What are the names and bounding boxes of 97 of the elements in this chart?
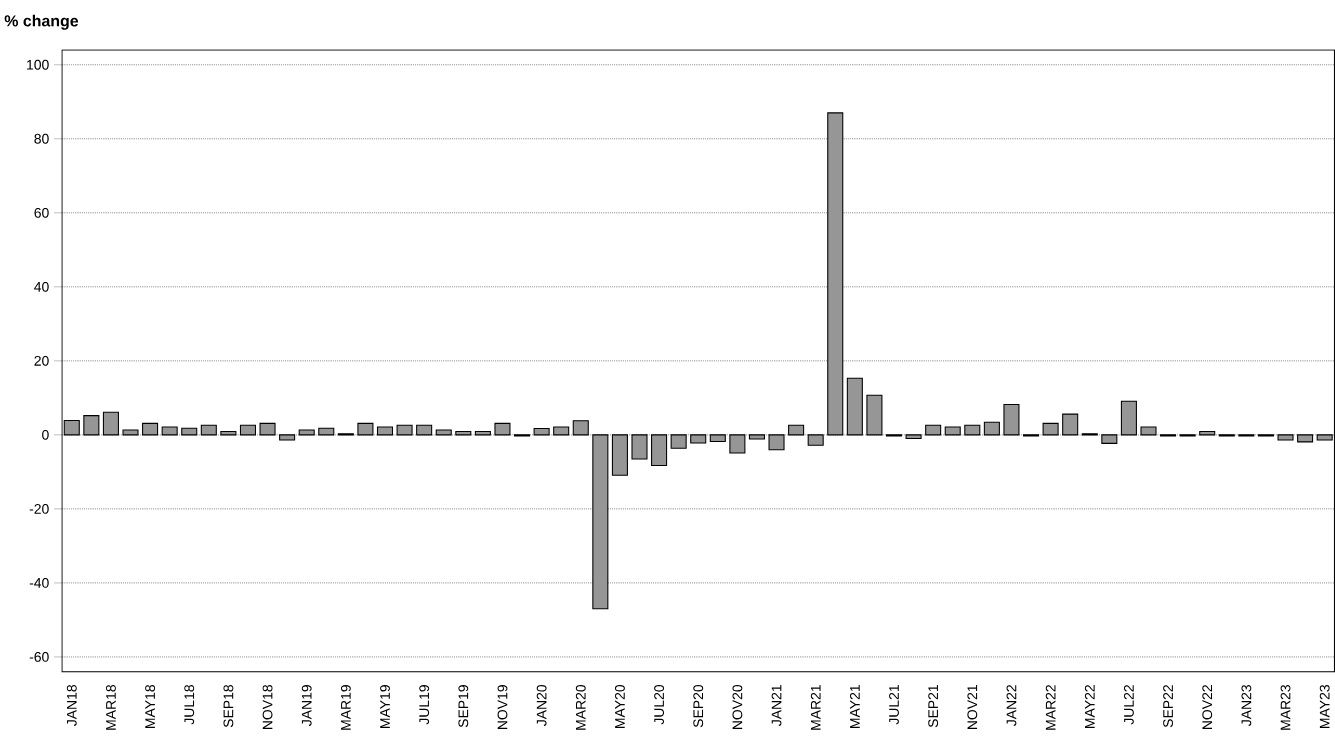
x-tick-label: NOV18 (262, 685, 273, 730)
x-tick-label: NOV22 (1202, 685, 1213, 730)
x-tick-label: JAN20 (536, 685, 547, 727)
bar (474, 431, 491, 436)
bar (533, 428, 550, 436)
bar (729, 434, 746, 454)
y-tick-label: 60 (34, 208, 49, 218)
x-tick-label: NOV21 (967, 685, 978, 730)
y-tick-label: 0 (42, 430, 49, 440)
x-tick-label: MAR23 (1280, 685, 1291, 730)
bar (220, 431, 237, 436)
x-tick-label: MAY19 (380, 685, 390, 729)
bar (631, 434, 648, 460)
bar (651, 434, 668, 467)
bar (944, 426, 961, 436)
y-tick-label: -60 (29, 652, 49, 663)
x-tick-label: JUL19 (419, 685, 430, 725)
bar (768, 434, 785, 451)
x-tick-label: JAN23 (1241, 685, 1252, 727)
bar (435, 429, 452, 436)
y-axis-title: % change (4, 14, 79, 30)
x-tick-label: JAN21 (771, 685, 782, 727)
bar (866, 394, 883, 436)
x-tick-label: NOV20 (732, 685, 743, 730)
bar (846, 377, 863, 436)
bar (1003, 404, 1020, 436)
x-tick-label: MAR20 (575, 685, 586, 730)
bar (925, 424, 942, 436)
bar (83, 415, 100, 436)
bar (592, 434, 609, 610)
x-tick-label: JUL18 (184, 685, 195, 725)
bar (357, 423, 374, 436)
x-tick-label: MAR19 (340, 685, 351, 730)
bar (709, 434, 726, 443)
x-tick-label: SEP18 (223, 685, 234, 728)
bar (142, 423, 159, 436)
x-tick-label: MAY18 (145, 685, 156, 729)
x-tick-label: SEP19 (458, 685, 469, 728)
bar (964, 424, 981, 436)
bar (1101, 434, 1118, 445)
bar (239, 424, 256, 436)
bar (670, 434, 687, 449)
x-tick-label: MAY20 (615, 685, 625, 729)
bar (416, 424, 433, 436)
bar (690, 434, 707, 444)
y-tick-label: 40 (34, 282, 49, 292)
bar (807, 434, 824, 446)
x-tick-label: MAR18 (106, 685, 116, 730)
bar (905, 434, 922, 440)
y-tick-label: -20 (29, 504, 49, 514)
bar (611, 434, 628, 476)
bar (200, 424, 217, 436)
bar (102, 411, 119, 436)
y-tick-label: 20 (34, 356, 49, 366)
bar (396, 424, 413, 436)
bar (1042, 423, 1059, 436)
x-tick-label: JUL22 (1123, 685, 1134, 725)
bar (376, 426, 394, 436)
bar (1297, 434, 1314, 443)
x-tick-label: NOV19 (497, 685, 508, 730)
bar (122, 429, 139, 436)
bar (181, 427, 198, 436)
x-tick-label: JAN19 (301, 685, 312, 727)
x-tick-label: MAY23 (1319, 685, 1330, 729)
x-tick-label: SEP22 (1163, 685, 1174, 728)
x-tick-label: JAN18 (66, 685, 77, 727)
x-tick-label: SEP20 (693, 685, 704, 728)
x-tick-label: MAY22 (1084, 685, 1095, 729)
bar (748, 434, 765, 440)
y-tick-label: -40 (29, 578, 49, 588)
bar (298, 429, 315, 436)
bar (827, 112, 844, 436)
bar (553, 426, 570, 436)
bar (1120, 400, 1137, 436)
y-tick-label: 100 (27, 60, 49, 70)
x-tick-label: MAR21 (810, 685, 821, 730)
y-tick-label: 80 (34, 134, 49, 144)
bar (1140, 426, 1157, 436)
bar (1199, 431, 1216, 436)
bar (1316, 434, 1333, 441)
bar (259, 423, 276, 436)
bar (279, 434, 296, 441)
bar (1062, 413, 1079, 436)
x-tick-label: JUL20 (654, 685, 665, 725)
bar (161, 426, 178, 436)
bar (788, 424, 805, 436)
bar (1277, 434, 1294, 441)
bar (318, 427, 335, 436)
bar (494, 423, 511, 436)
x-tick-label: MAR22 (1045, 685, 1056, 730)
bar (455, 431, 472, 436)
bar (983, 421, 1000, 436)
bar (572, 420, 589, 436)
x-tick-label: MAY21 (849, 685, 860, 729)
x-tick-label: SEP21 (928, 685, 939, 728)
x-tick-label: JAN22 (1006, 685, 1017, 727)
x-tick-label: JUL21 (889, 685, 899, 725)
